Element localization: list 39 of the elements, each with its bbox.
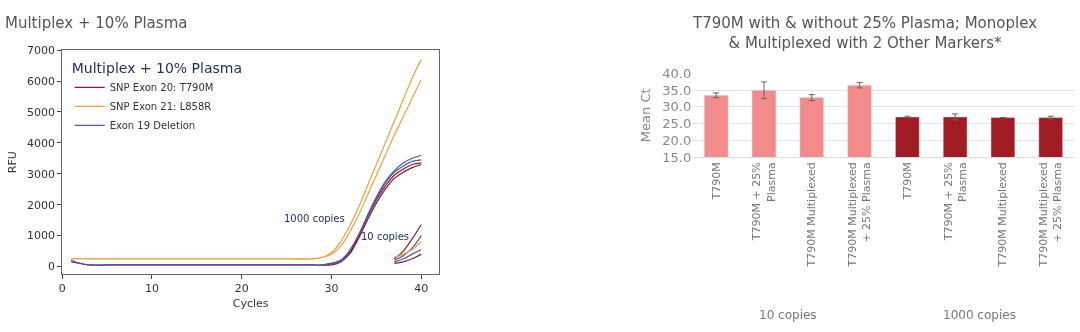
y-tick-label: 35.0	[662, 82, 692, 98]
y-tick-label: 3000	[27, 167, 56, 181]
y-axis-title: RFU	[5, 151, 19, 174]
chart-title: T790M with & without 25% Plasma; Monoplex & Multiplexed with 2 Other Markers*	[692, 14, 1038, 52]
x-tick-label: T790M Multiplexed + 25% Plasma	[1037, 162, 1065, 268]
legend-title: Multiplex + 10% Plasma	[71, 59, 243, 76]
x-tick-label: T790M + 25% Plasma	[750, 162, 778, 242]
y-tick-label: 30.0	[662, 99, 692, 115]
annotation: 1000 copies	[284, 213, 345, 224]
y-tick-label: 7000	[27, 43, 56, 57]
y-tick-label: 25.0	[662, 116, 692, 132]
legend-label: SNP Exon 20: T790M	[109, 82, 214, 94]
y-tick-label: 2000	[27, 198, 56, 212]
legend-label: Exon 19 Deletion	[109, 120, 196, 132]
x-tick-label: 20	[234, 282, 249, 296]
x-tick-label: T790M	[709, 162, 723, 201]
x-tick-label: T790M Multiplexed	[996, 162, 1010, 268]
y-tick-label: 5000	[27, 105, 56, 119]
text: 10 copies	[759, 308, 817, 322]
x-tick-label: 30	[324, 282, 339, 296]
x-tick-label: T790M Multiplexed + 25% Plasma	[845, 162, 874, 268]
y-tick-label: 6000	[27, 74, 56, 88]
y-tick-label: 4000	[27, 136, 56, 150]
y-axis-title: Mean Ct	[638, 88, 654, 143]
x-axis-title: Cycles	[232, 296, 269, 310]
x-tick-label: 40	[414, 282, 429, 296]
text: 1000 copies	[943, 308, 1016, 322]
x-tick-label: T790M + 25% Plasma	[941, 162, 969, 242]
x-tick-label: 0	[58, 282, 66, 296]
y-tick-label: 20.0	[662, 132, 692, 148]
x-tick-label: T790M	[900, 162, 914, 201]
y-tick-label: 15.0	[662, 149, 692, 165]
chart-title: Multiplex + 10% Plasma	[5, 14, 188, 32]
y-tick-label: 1000	[27, 229, 56, 243]
annotation: 10 copies	[361, 231, 410, 242]
x-tick-label: T790M Multiplexed	[805, 162, 819, 268]
legend-label: SNP Exon 21: L858R	[109, 101, 212, 113]
x-tick-label: 10	[144, 282, 159, 296]
y-tick-label: 40.0	[662, 66, 692, 82]
